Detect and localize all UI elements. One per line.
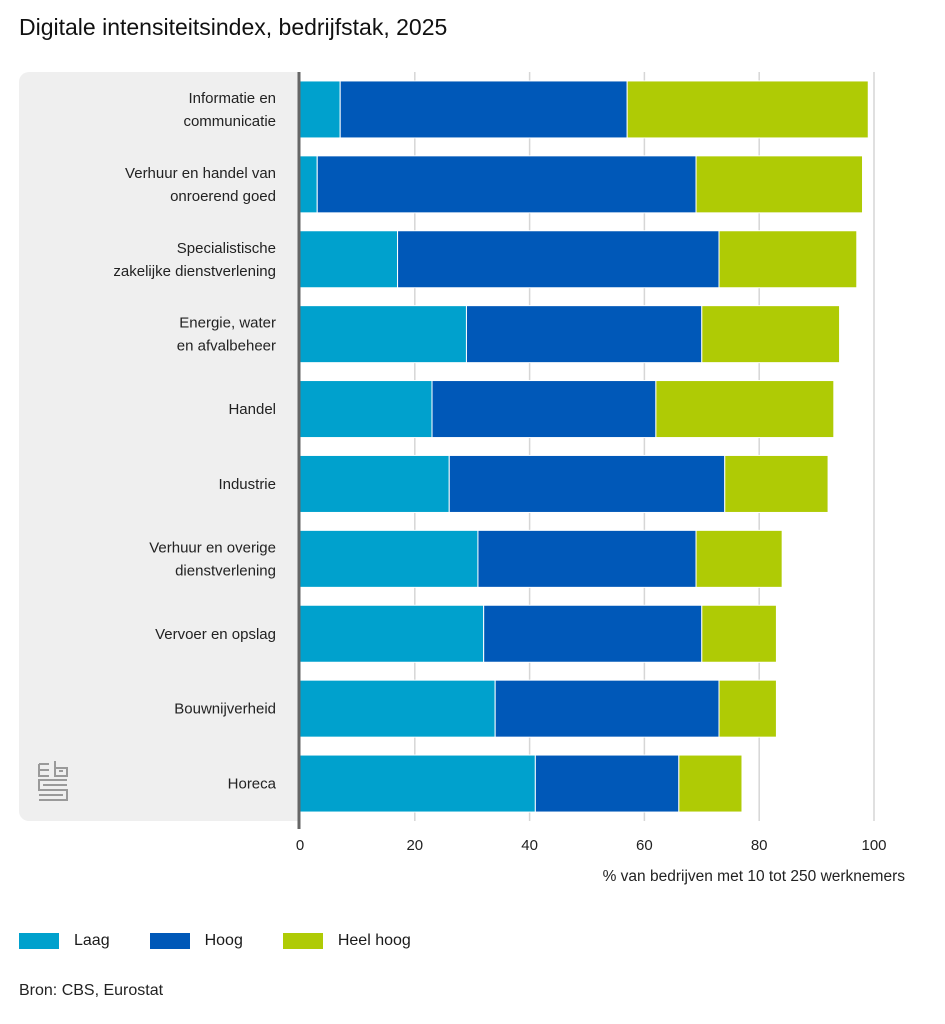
bar-hoog <box>316 155 697 214</box>
bar-laag <box>299 230 399 289</box>
bar-hoog <box>477 529 697 588</box>
bar-laag <box>299 604 485 663</box>
legend-swatch-heel-hoog <box>282 933 323 949</box>
bar-heel-hoog <box>701 604 777 663</box>
bar-hoog <box>397 230 720 289</box>
legend-label-hoog: Hoog <box>204 932 243 949</box>
legend-label-laag: Laag <box>74 932 110 949</box>
category-label-line: Specialistische <box>177 240 276 257</box>
category-label: Verhuur en handel van onroerend goed <box>125 165 276 205</box>
legend-swatch-hoog <box>149 933 190 949</box>
bar-hoog <box>483 604 703 663</box>
category-label-line: Horeca <box>228 776 277 793</box>
category-label-line: Verhuur en overige <box>149 539 276 556</box>
source-note: Bron: CBS, Eurostat <box>19 982 164 999</box>
category-label-line: Vervoer en opslag <box>155 626 276 643</box>
x-tick-label: 40 <box>521 837 538 854</box>
legend: Laag Hoog Heel hoog <box>19 932 451 950</box>
x-tick-label: 100 <box>861 837 886 854</box>
category-label-line: zakelijke dienstverlening <box>113 263 276 280</box>
category-label-line: Handel <box>228 401 276 418</box>
bar-heel-hoog <box>701 305 841 364</box>
stacked-bar-chart: Informatie en communicatie Verhuur en hand… <box>113 72 887 854</box>
category-label-line: communicatie <box>183 113 276 130</box>
category-label: Industrie <box>218 476 276 493</box>
x-tick-label: 0 <box>296 837 304 854</box>
bar-laag <box>299 155 318 214</box>
category-label: Vervoer en opslag <box>155 626 276 643</box>
legend-item-hoog: Hoog <box>149 932 243 950</box>
cbs-logo-icon <box>38 761 68 801</box>
legend-label-heel-hoog: Heel hoog <box>337 932 411 949</box>
bar-heel-hoog <box>718 230 858 289</box>
category-label-line: Informatie en <box>188 90 276 107</box>
legend-item-laag: Laag <box>19 932 110 950</box>
bar-heel-hoog <box>724 454 829 513</box>
bar-laag <box>299 454 450 513</box>
category-label: Bouwnijverheid <box>174 701 276 718</box>
bar-hoog <box>494 679 720 738</box>
category-label: Informatie en communicatie <box>183 90 276 130</box>
category-label-line: Bouwnijverheid <box>174 701 276 718</box>
category-label-panel <box>19 72 300 821</box>
x-axis-title: % van bedrijven met 10 tot 250 werknemer… <box>602 868 905 885</box>
bar-heel-hoog <box>678 754 743 813</box>
bar-hoog <box>431 380 657 439</box>
category-label: Specialistische zakelijke dienstverlening <box>113 240 276 280</box>
bar-heel-hoog <box>718 679 777 738</box>
bar-laag <box>299 80 341 139</box>
x-tick-label: 80 <box>751 837 768 854</box>
category-label: Horeca <box>228 776 277 793</box>
bar-heel-hoog <box>655 380 835 439</box>
bar-heel-hoog <box>626 80 869 139</box>
bar-hoog <box>534 754 680 813</box>
category-label: Handel <box>228 401 276 418</box>
bar-laag <box>299 529 479 588</box>
x-tick-label: 20 <box>406 837 423 854</box>
chart-title: Digitale intensiteitsindex, bedrijfstak,… <box>19 14 448 40</box>
bar-hoog <box>339 80 628 139</box>
category-label-line: Energie, water <box>179 315 276 332</box>
category-label-line: Verhuur en handel van <box>125 165 276 182</box>
category-label-line: onroerend goed <box>170 188 276 205</box>
x-tick-label: 60 <box>636 837 653 854</box>
bar-hoog <box>448 454 726 513</box>
category-label-line: dienstverlening <box>175 562 276 579</box>
legend-swatch-laag <box>19 933 59 949</box>
bar-heel-hoog <box>695 155 864 214</box>
bar-heel-hoog <box>695 529 783 588</box>
bar-laag <box>299 380 433 439</box>
bar-laag <box>299 305 467 364</box>
category-label-line: en afvalbeheer <box>177 338 276 355</box>
bar-laag <box>299 754 536 813</box>
bar-laag <box>299 679 496 738</box>
category-label: Verhuur en overige dienstverlening <box>149 539 276 579</box>
category-label: Energie, water en afvalbeheer <box>177 315 276 355</box>
bar-hoog <box>465 305 703 364</box>
category-label-line: Industrie <box>218 476 276 493</box>
legend-item-heel-hoog: Heel hoog <box>282 932 411 950</box>
